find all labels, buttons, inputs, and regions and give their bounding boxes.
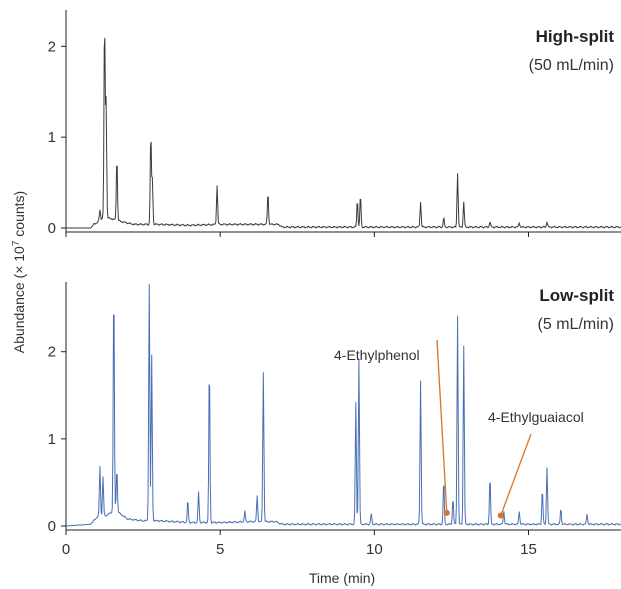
x-tick-label-15: 15 — [520, 541, 537, 558]
annotation-marker-1 — [497, 512, 504, 519]
y-tick-label-low-1: 1 — [48, 431, 56, 448]
x-tick-label-5: 5 — [216, 541, 224, 558]
panel-subtitle-high: (50 mL/min) — [529, 57, 614, 74]
signal-trace-low — [65, 283, 621, 527]
panel-subtitle-low: (5 mL/min) — [538, 316, 614, 333]
y-tick-label-low-0: 0 — [48, 518, 56, 535]
panel-low-split: 0 1 2 0 5 10 15 Low-split (5 mL/min) 4-Ethylpheno… — [48, 282, 621, 558]
y-tick-label-high-1: 1 — [48, 129, 56, 146]
annotation-leader-1 — [500, 433, 532, 516]
y-tick-label-high-2: 2 — [48, 38, 56, 55]
x-tick-label-0: 0 — [62, 541, 70, 558]
annotation-label-0: 4-Ethylphenol — [334, 347, 420, 363]
panel-high-split: 0 1 2 High-split (50 mL/min) — [48, 10, 621, 237]
x-tick-label-10: 10 — [366, 541, 383, 558]
panel-title-low: Low-split — [539, 286, 614, 305]
annotation-label-1: 4-Ethylguaiacol — [488, 409, 584, 425]
panel-title-high: High-split — [536, 27, 615, 46]
y-tick-label-low-2: 2 — [48, 344, 56, 361]
signal-trace-high — [66, 37, 621, 229]
y-axis-title: Abundance (× 107 counts) — [11, 191, 28, 353]
x-axis-title: Time (min) — [309, 570, 375, 586]
y-tick-label-high-0: 0 — [48, 220, 56, 237]
annotation-leader-0 — [436, 339, 448, 513]
annotation-marker-0 — [443, 509, 450, 516]
